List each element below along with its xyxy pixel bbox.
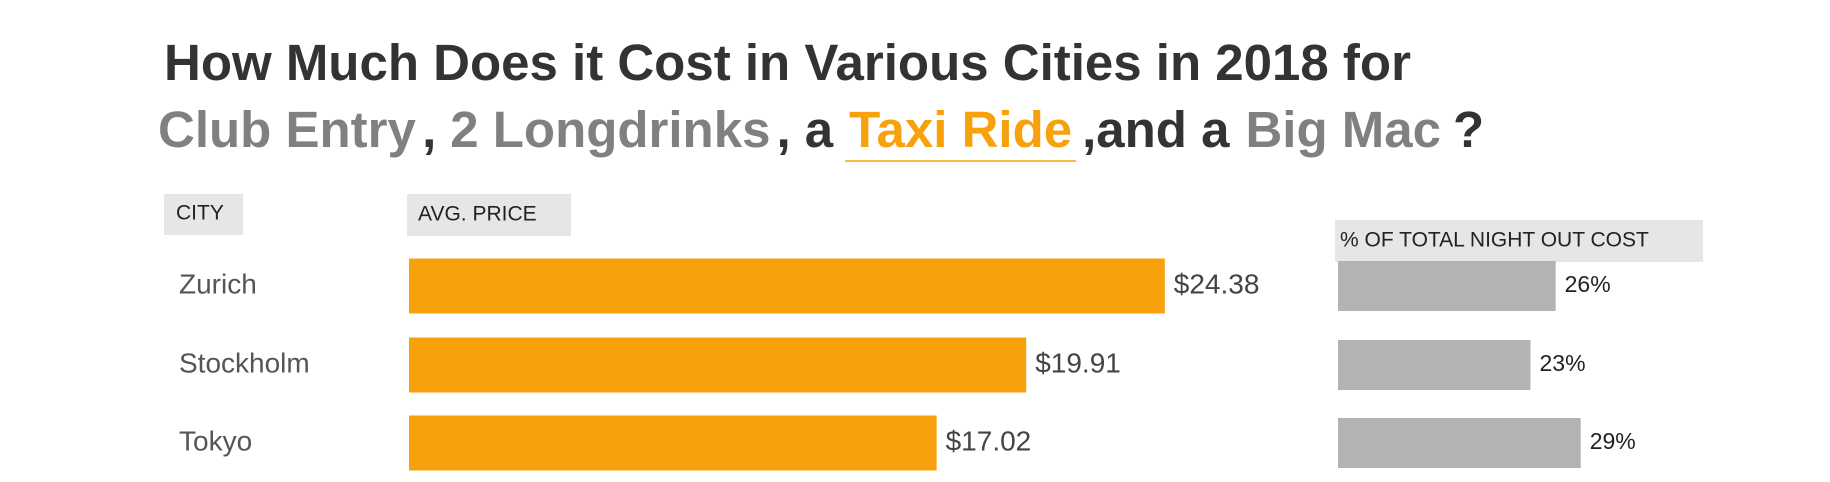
category-label: Tokyo — [179, 425, 252, 456]
bar — [409, 337, 1027, 393]
subtitle-part: Taxi Ride — [849, 101, 1072, 158]
value-label: 23% — [1540, 350, 1586, 376]
value-label: 26% — [1565, 271, 1611, 297]
category-label: Zurich — [179, 268, 257, 299]
header-box — [164, 194, 243, 235]
subtitle-part: Big Mac — [1245, 101, 1441, 158]
column-header: % OF TOTAL NIGHT OUT COST — [1340, 229, 1649, 252]
header-box — [1335, 220, 1703, 262]
bar — [1338, 261, 1556, 311]
value-label: 29% — [1590, 428, 1636, 454]
value-label: $17.02 — [946, 425, 1032, 456]
category-label: Stockholm — [179, 347, 310, 378]
column-header: CITY — [176, 202, 224, 225]
subtitle-part: , a — [776, 101, 833, 158]
bar — [1338, 340, 1531, 390]
chart-title: How Much Does it Cost in Various Cities … — [164, 34, 1411, 91]
bar — [1338, 418, 1581, 468]
subtitle-part: ,and a — [1082, 101, 1230, 158]
value-label: $19.91 — [1035, 347, 1121, 378]
chart-subtitle: Club Entry, 2 Longdrinks, a Taxi Ride ,and … — [158, 101, 1484, 158]
bar — [409, 415, 937, 471]
header-box — [407, 194, 571, 236]
value-label: $24.38 — [1174, 268, 1260, 299]
bar — [409, 258, 1165, 314]
subtitle-part: ? — [1453, 101, 1484, 158]
column-header: AVG. PRICE — [418, 203, 537, 226]
subtitle-part: 2 Longdrinks — [450, 101, 770, 158]
subtitle-part: , — [422, 101, 436, 158]
subtitle-part: Club Entry — [158, 101, 416, 158]
